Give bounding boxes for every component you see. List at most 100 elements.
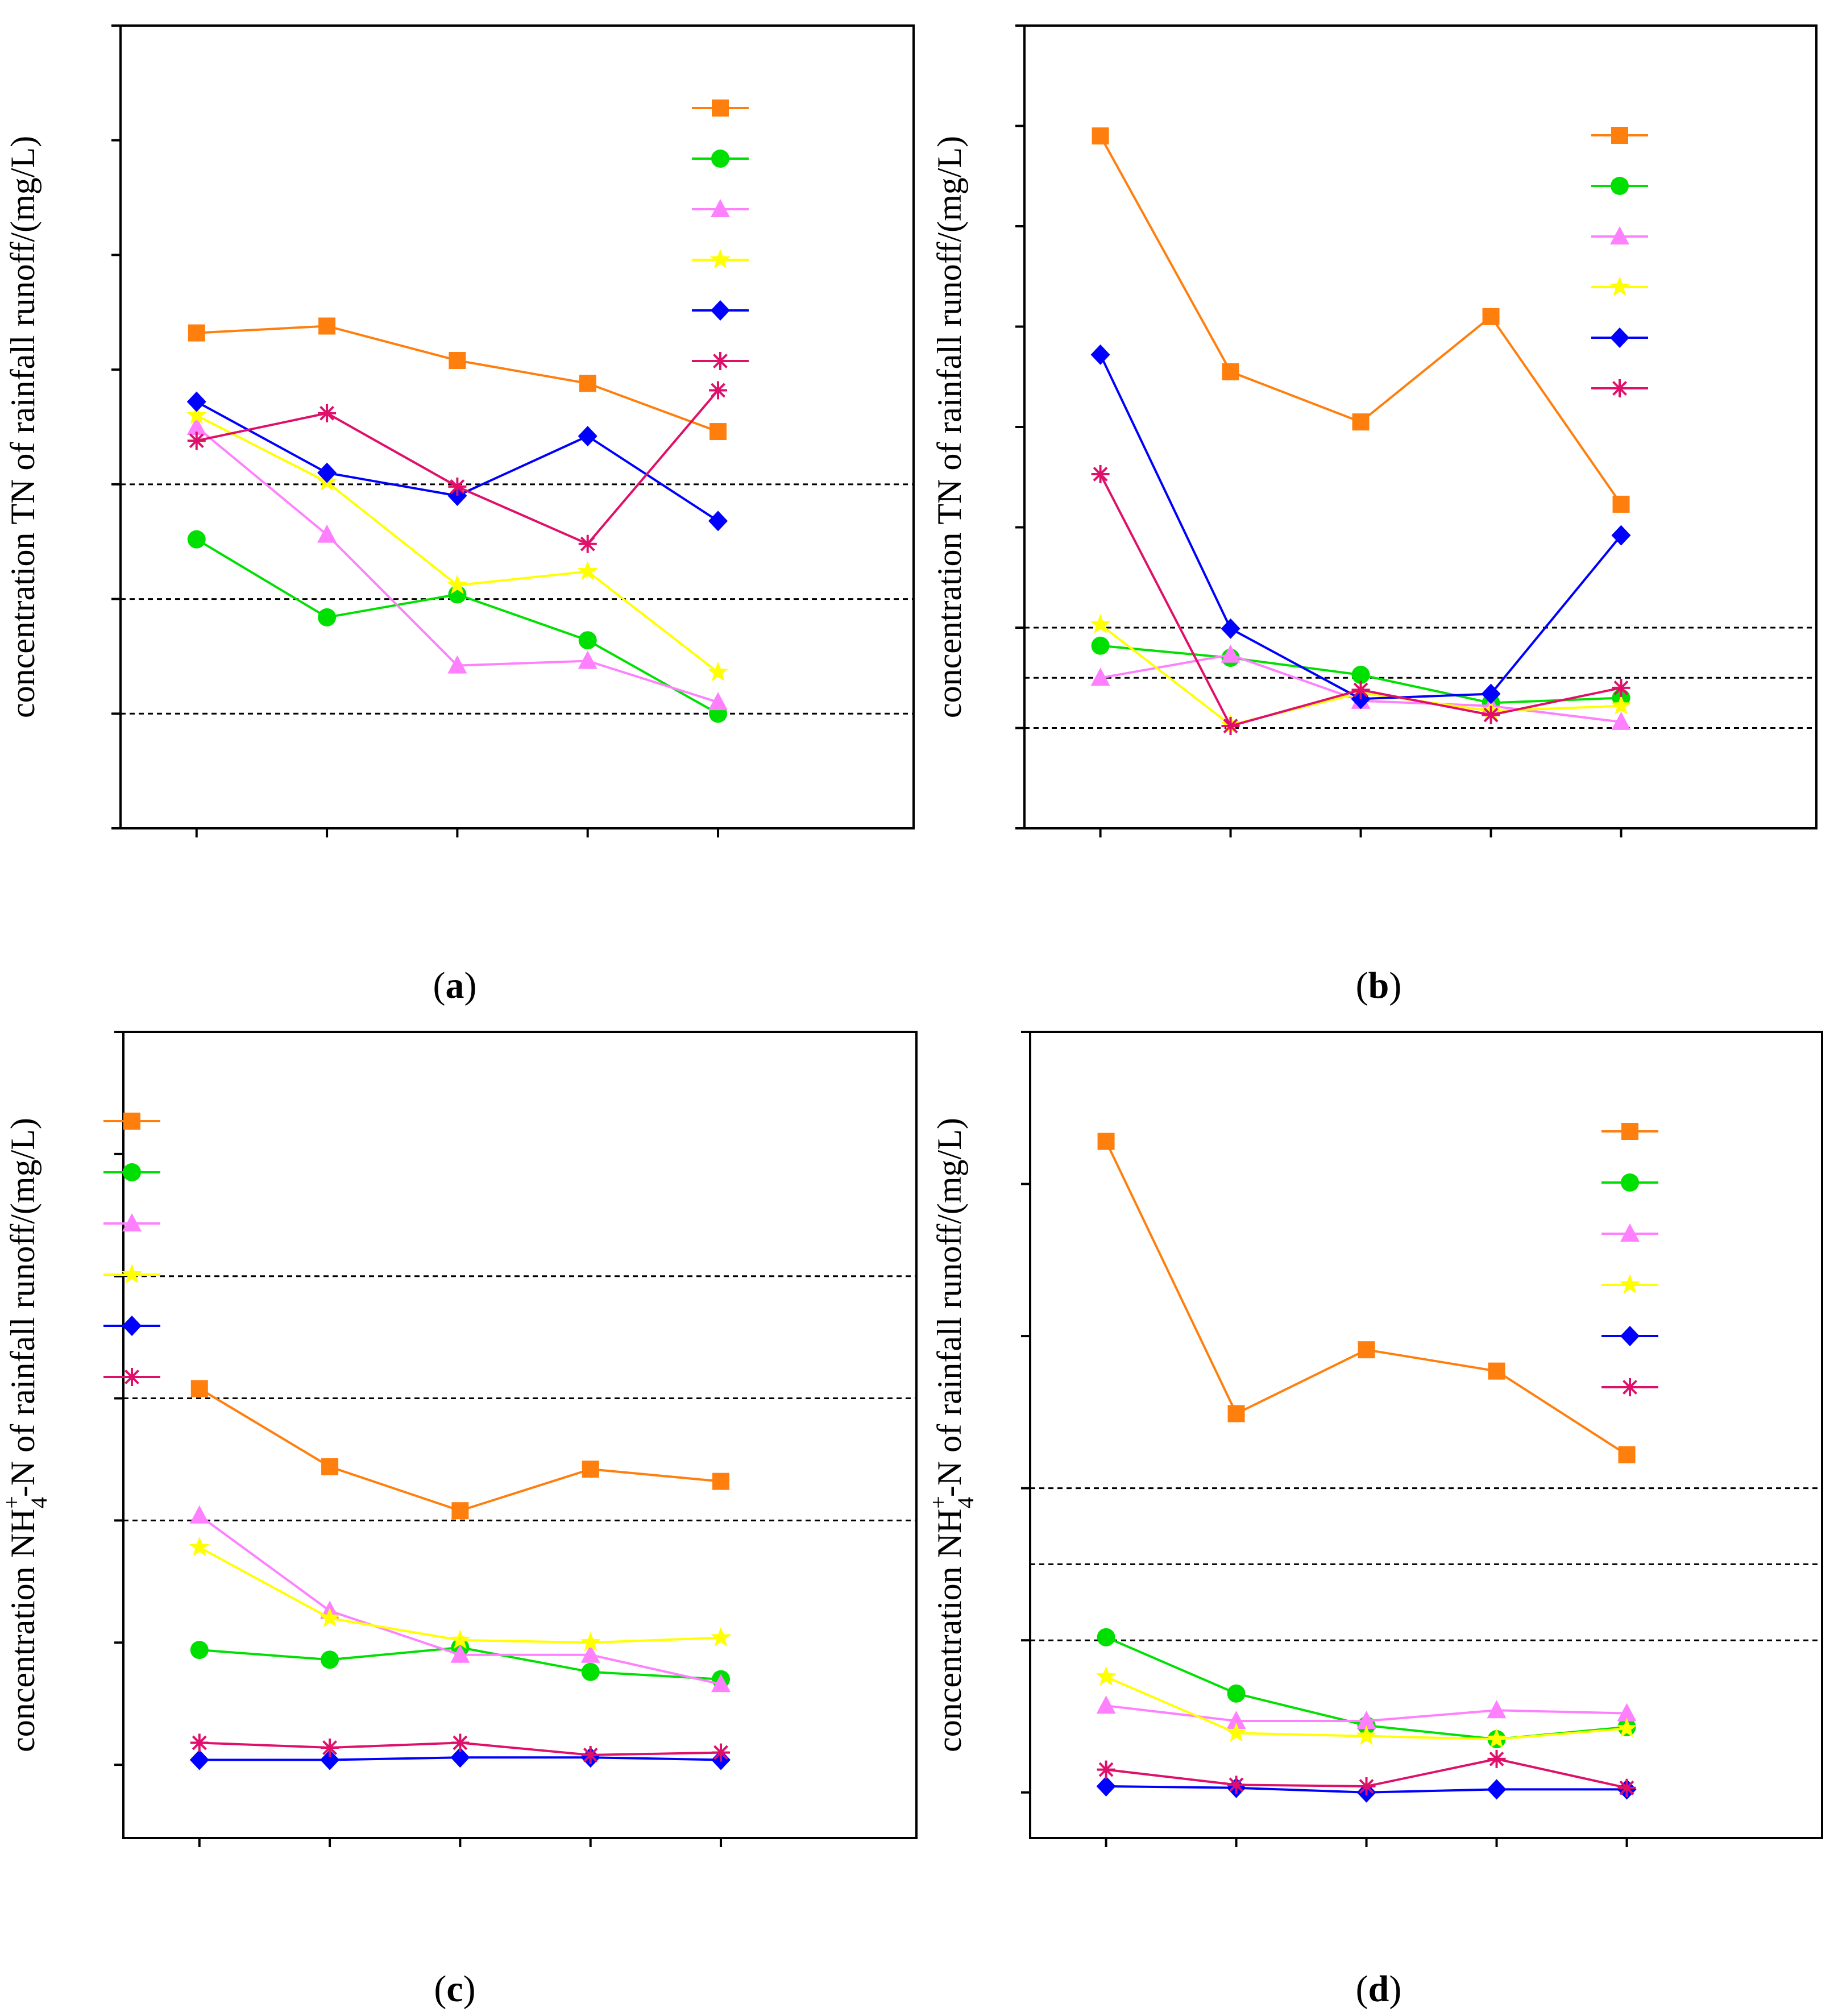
marker-PL: [317, 524, 337, 543]
marker-B1: [1221, 618, 1240, 639]
legend-item-B1: [1601, 1326, 1658, 1346]
series-B2: [190, 1733, 731, 1764]
marker-B2: [711, 352, 729, 370]
marker-PL: [1356, 1710, 1376, 1729]
marker-C: [1488, 1362, 1505, 1380]
legend: [1591, 127, 1648, 397]
plot-frame: [119, 24, 915, 829]
marker-B1: [578, 426, 597, 447]
marker-B2: [1612, 678, 1630, 697]
series-C: [188, 317, 727, 441]
series-B1: [1090, 344, 1631, 710]
legend-item-PL: [1601, 1223, 1658, 1242]
marker-B2: [1487, 1749, 1506, 1768]
marker-B2: [451, 1733, 470, 1752]
marker-C: [1621, 1123, 1638, 1140]
marker-B2: [1621, 1378, 1639, 1396]
marker-PL: [1221, 644, 1240, 663]
marker-B2: [1097, 1760, 1115, 1779]
legend-item-B1: [1591, 327, 1648, 348]
series-B2: [1097, 1749, 1636, 1797]
marker-PS: [711, 150, 729, 168]
panel-d: concentration NH+4-N of rainfall runoff/…: [926, 1031, 1823, 2010]
marker-PS: [1091, 636, 1110, 655]
marker-PS: [321, 1650, 339, 1669]
marker-B1: [320, 1749, 340, 1770]
marker-B2: [578, 534, 597, 553]
marker-C: [582, 1461, 599, 1478]
marker-G: [1611, 695, 1632, 715]
marker-PL: [580, 1644, 600, 1663]
marker-B2: [712, 1743, 731, 1762]
marker-PL: [447, 655, 467, 674]
marker-PL: [1611, 711, 1631, 730]
marker-G: [450, 1629, 471, 1649]
marker-PL: [1096, 1695, 1116, 1714]
marker-B2: [448, 477, 467, 496]
marker-C: [1092, 127, 1109, 145]
marker-PL: [189, 1505, 209, 1524]
marker-C: [190, 1380, 208, 1397]
marker-B1: [189, 1749, 209, 1770]
marker-B1: [450, 1747, 470, 1768]
marker-B1: [1487, 1779, 1507, 1800]
marker-B1: [1096, 1776, 1116, 1797]
legend-item-G: [1601, 1274, 1658, 1294]
marker-B2: [318, 404, 337, 422]
legend: [1601, 1123, 1658, 1396]
marker-B2: [1227, 1776, 1246, 1794]
marker-B1: [1611, 525, 1631, 546]
marker-B2: [123, 1368, 141, 1386]
legend-item-C: [1591, 127, 1648, 144]
marker-G: [447, 574, 468, 594]
marker-PL: [1617, 1703, 1637, 1722]
legend-item-PS: [1591, 177, 1648, 195]
series-C: [1097, 1133, 1636, 1463]
marker-C: [318, 317, 336, 335]
marker-PL: [578, 650, 597, 669]
legend-item-G: [103, 1264, 160, 1284]
legend-item-B1: [692, 300, 749, 321]
marker-C: [451, 1502, 469, 1520]
series-line-B2: [196, 389, 719, 546]
legend: [103, 1113, 160, 1386]
marker-G: [708, 661, 729, 681]
plot-frame: [1029, 1031, 1823, 1839]
y-axis-label: concentration NH+4-N of rainfall runoff/…: [926, 1118, 978, 1752]
series-PS: [187, 530, 728, 723]
series-C: [190, 1380, 730, 1520]
series-B1: [186, 391, 728, 532]
legend-item-B2: [1591, 379, 1648, 397]
marker-C: [1352, 413, 1370, 431]
marker-PL: [711, 1674, 731, 1693]
marker-C: [712, 99, 729, 117]
marker-PS: [1351, 665, 1370, 684]
marker-B2: [1221, 716, 1240, 735]
marker-PS: [187, 530, 206, 549]
panel-b: concentration TN of rainfall runoff/(mg/…: [931, 24, 1818, 1006]
marker-PL: [711, 199, 730, 217]
marker-G: [1609, 276, 1630, 296]
marker-C: [1227, 1405, 1245, 1422]
legend-item-B2: [103, 1368, 160, 1386]
series-line-C: [1105, 1140, 1628, 1456]
marker-G: [1226, 1722, 1247, 1742]
marker-G: [121, 1264, 143, 1284]
series-PL: [189, 1505, 731, 1693]
marker-B1: [186, 391, 206, 412]
marker-G: [1096, 1666, 1117, 1686]
legend-item-G: [692, 249, 749, 269]
marker-C: [1482, 308, 1500, 325]
marker-B1: [1090, 344, 1110, 365]
panel-a: concentration TN of rainfall runoff/(mg/…: [4, 24, 915, 1006]
marker-PS: [1611, 177, 1629, 195]
marker-C: [1097, 1133, 1115, 1150]
marker-C: [709, 423, 727, 441]
marker-G: [1356, 1725, 1377, 1745]
marker-B2: [187, 432, 206, 450]
marker-B1: [122, 1316, 142, 1336]
series-line-PS: [196, 538, 719, 715]
y-axis-label: concentration TN of rainfall runoff/(mg/…: [4, 136, 42, 718]
marker-PL: [122, 1213, 142, 1231]
